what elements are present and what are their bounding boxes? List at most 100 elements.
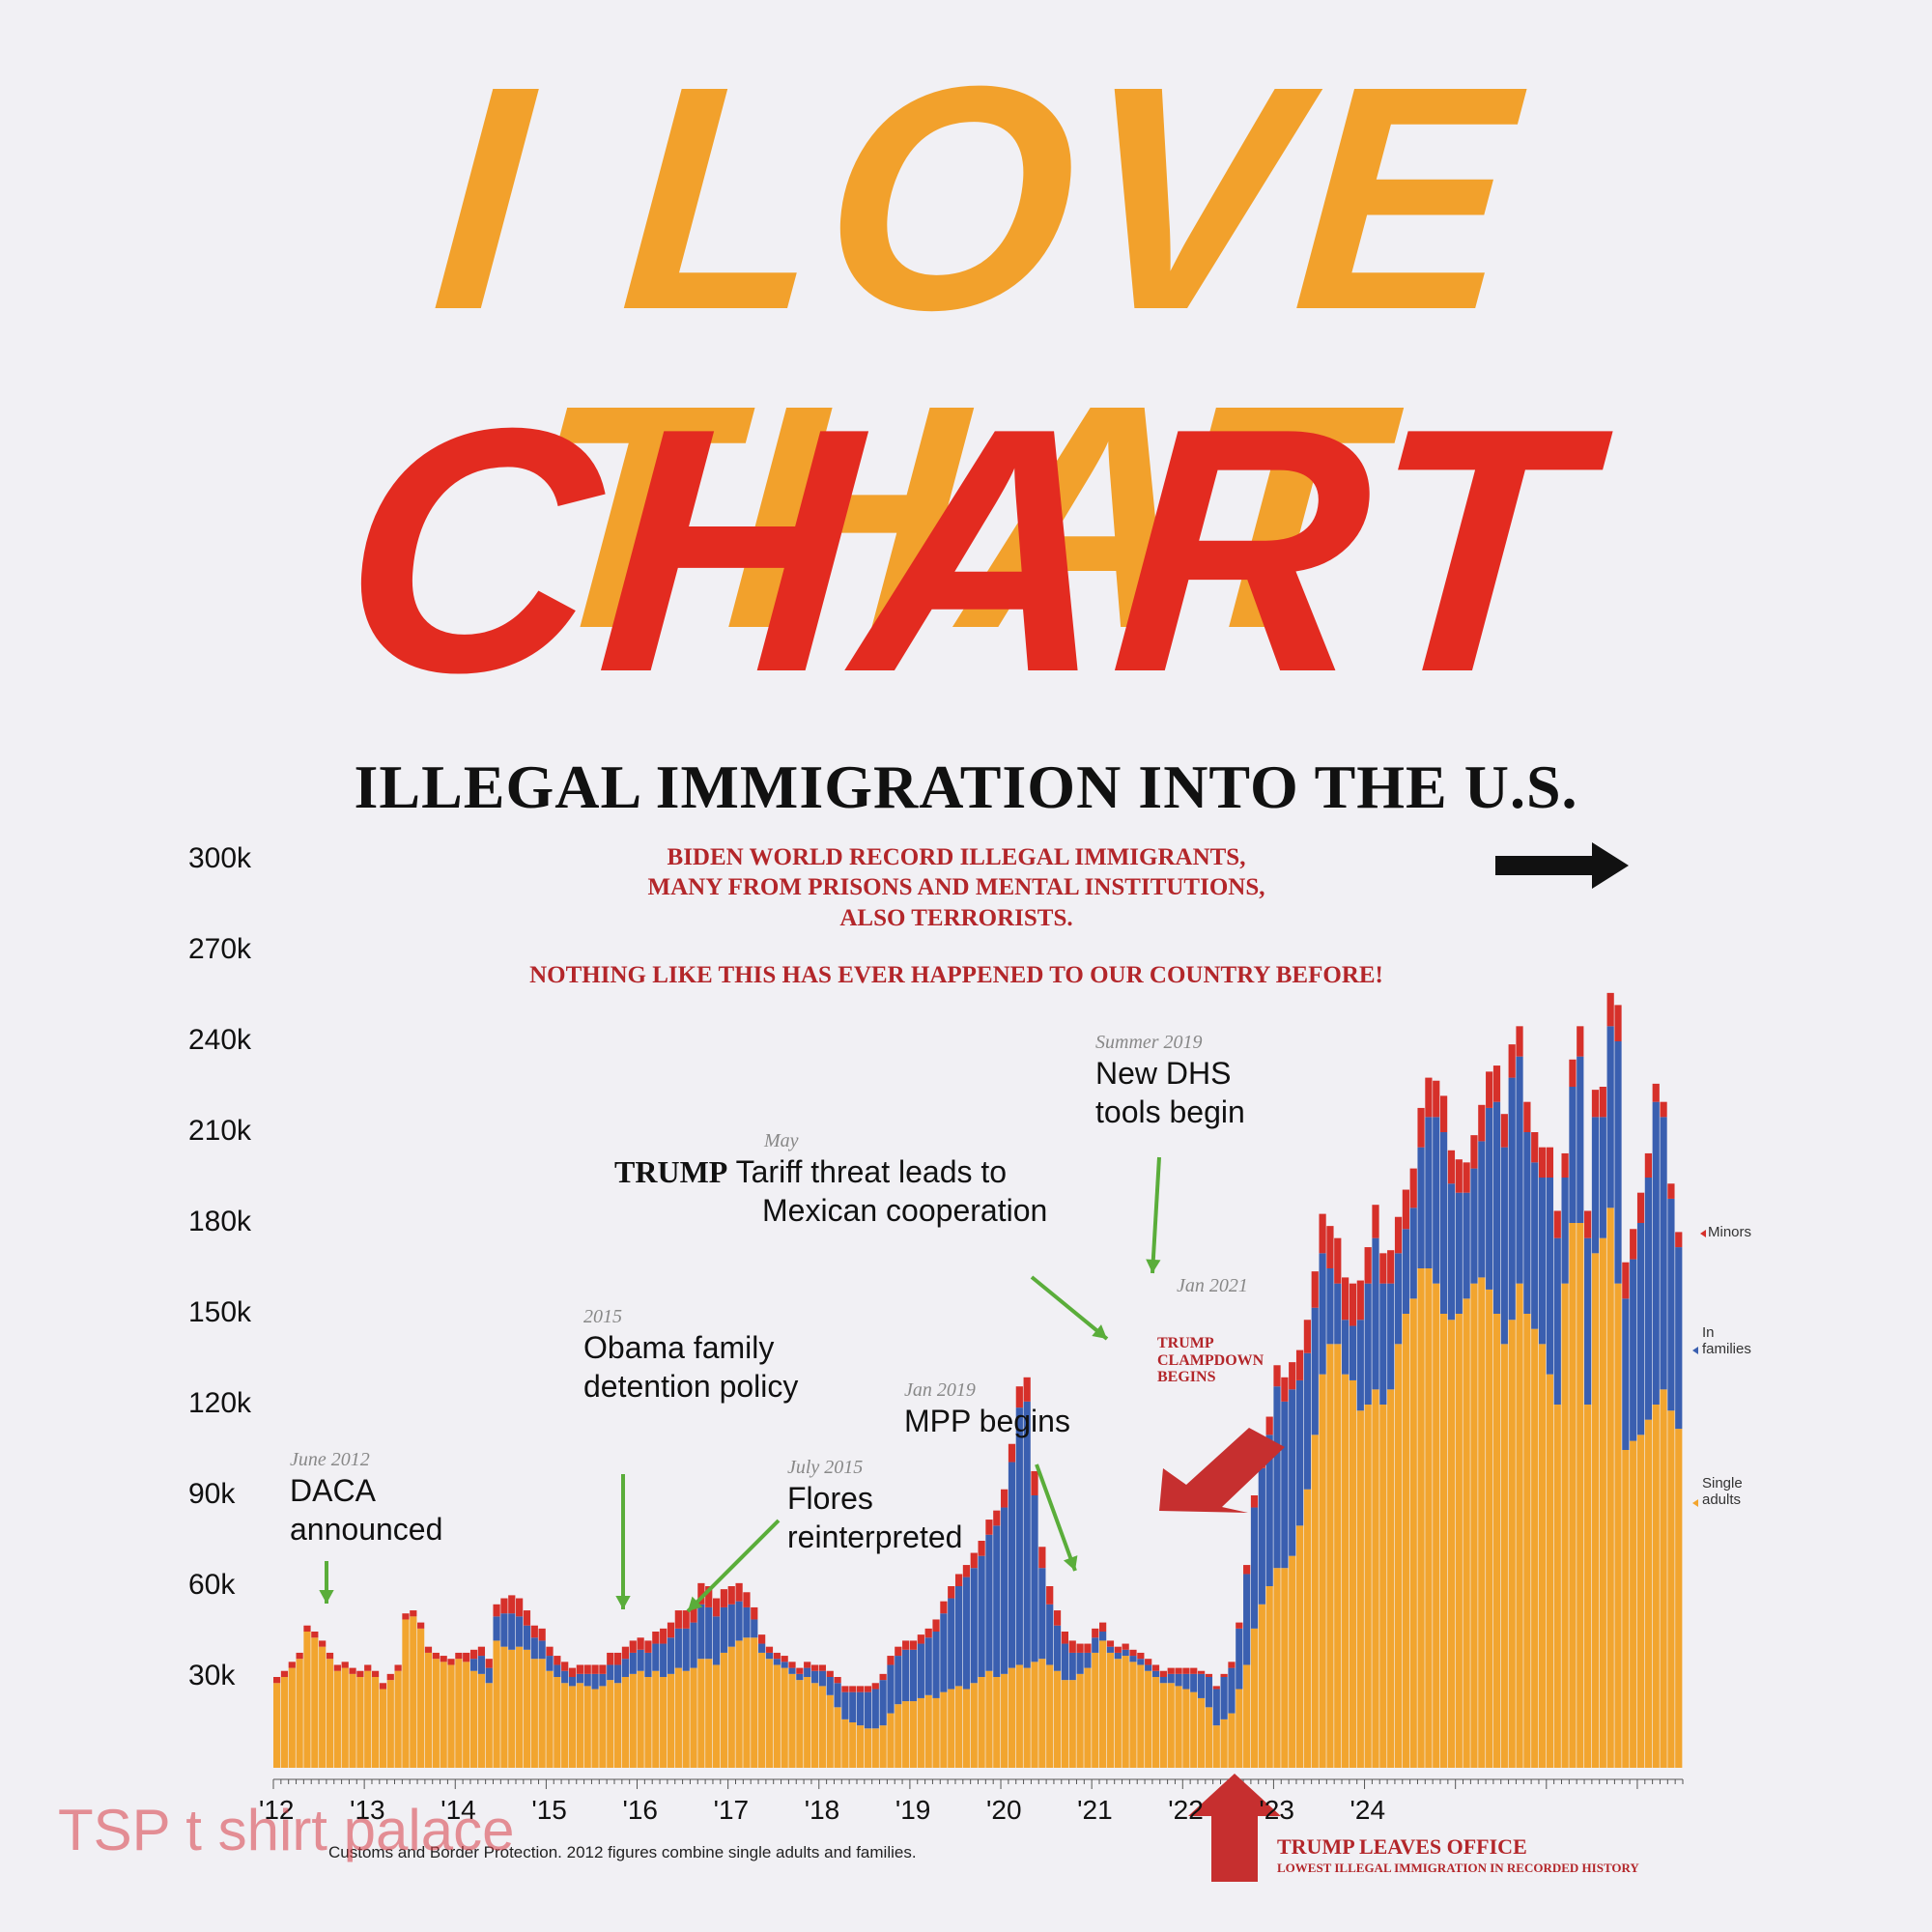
bar-single-adults <box>288 1667 296 1768</box>
bar-minors <box>751 1606 758 1620</box>
bar-families <box>1303 1352 1312 1490</box>
bar-families <box>1644 1178 1652 1420</box>
bar-minors <box>1463 1162 1470 1193</box>
bar-minors <box>1319 1213 1326 1254</box>
bar-single-adults <box>303 1632 311 1768</box>
bar-single-adults <box>1295 1525 1304 1768</box>
bar-single-adults <box>993 1677 1001 1768</box>
bar-families <box>1076 1652 1084 1674</box>
bar-minors <box>1015 1386 1023 1408</box>
bar-families <box>902 1649 910 1702</box>
bar-single-adults <box>1387 1389 1395 1768</box>
bar-families <box>1561 1178 1569 1284</box>
bar-minors <box>1084 1643 1092 1653</box>
bar-minors <box>993 1510 1001 1526</box>
bar-minors <box>697 1582 705 1605</box>
bar-minors <box>909 1640 918 1650</box>
bar-families <box>1334 1283 1342 1345</box>
bar-single-adults <box>493 1640 500 1768</box>
bar-single-adults <box>1584 1405 1592 1768</box>
bar-minors <box>1114 1646 1122 1653</box>
bar-single-adults <box>712 1664 721 1768</box>
bar-minors <box>621 1646 630 1660</box>
bar-minors <box>1220 1673 1228 1677</box>
bar-single-adults <box>697 1659 705 1768</box>
bar-families <box>1243 1574 1251 1665</box>
source-note: Customs and Border Protection. 2012 figu… <box>328 1843 917 1861</box>
bar-single-adults <box>1001 1673 1009 1768</box>
bar-minors <box>1145 1659 1152 1665</box>
flores-line-1: Flores <box>787 1481 873 1516</box>
bar-families <box>1614 1041 1622 1284</box>
bar-single-adults <box>735 1640 743 1768</box>
bar-minors <box>273 1677 281 1684</box>
bar-families <box>993 1525 1001 1677</box>
bar-families <box>1190 1673 1198 1692</box>
bar-minors <box>887 1656 895 1665</box>
bar-minors <box>508 1595 516 1614</box>
bar-families <box>1569 1087 1577 1223</box>
bar-minors <box>810 1664 819 1671</box>
bar-minors <box>576 1664 583 1674</box>
bar-minors <box>1546 1147 1554 1178</box>
bar-single-adults <box>523 1649 531 1768</box>
bar-single-adults <box>1311 1435 1319 1768</box>
bar-minors <box>1137 1652 1145 1660</box>
x-tick-label: '13 <box>350 1795 385 1825</box>
bar-families <box>773 1659 781 1665</box>
legend-marker <box>1700 1230 1706 1237</box>
bar-single-adults <box>948 1689 955 1768</box>
y-tick-label: 120k <box>188 1387 252 1419</box>
bar-minors <box>970 1552 978 1569</box>
bar-minors <box>394 1664 402 1671</box>
bar-minors <box>1023 1377 1031 1402</box>
bar-minors <box>364 1664 372 1671</box>
bar-minors <box>667 1622 675 1638</box>
bar-minors <box>523 1610 531 1626</box>
bar-families <box>1425 1117 1433 1268</box>
bar-families <box>1470 1168 1478 1284</box>
bar-minors <box>326 1652 334 1660</box>
bar-families <box>751 1619 758 1638</box>
bar-minors <box>1053 1610 1062 1626</box>
dhs-date: Summer 2019 <box>1095 1032 1203 1053</box>
bar-families <box>948 1598 955 1690</box>
lowest-note: LOWEST ILLEGAL IMMIGRATION IN RECORDED H… <box>1277 1861 1639 1875</box>
bar-minors <box>493 1604 500 1617</box>
bar-minors <box>674 1610 682 1629</box>
bar-single-adults <box>1273 1568 1281 1768</box>
bar-minors <box>1584 1210 1592 1238</box>
bar-families <box>1220 1677 1228 1719</box>
bar-families <box>1349 1325 1357 1380</box>
legend-singles-line-2: adults <box>1702 1491 1742 1508</box>
bar-single-adults <box>1250 1628 1259 1768</box>
bar-single-adults <box>1478 1277 1486 1768</box>
bar-minors <box>1439 1095 1448 1132</box>
bar-minors <box>1326 1226 1334 1268</box>
bar-minors <box>1122 1643 1129 1650</box>
bar-single-adults <box>970 1683 978 1768</box>
bar-single-adults <box>1402 1314 1409 1768</box>
bar-families <box>1394 1253 1403 1345</box>
bar-single-adults <box>1455 1314 1463 1768</box>
bar-families <box>1652 1101 1660 1405</box>
bar-minors <box>386 1673 394 1681</box>
biden-note: BIDEN WORLD RECORD ILLEGAL IMMIGRANTS, M… <box>367 842 1546 933</box>
x-tick-label: '23 <box>1259 1795 1294 1825</box>
bar-single-adults <box>1015 1664 1023 1768</box>
red-clampdown-arrow <box>1159 1428 1285 1513</box>
bar-single-adults <box>978 1677 985 1768</box>
bar-minors <box>288 1662 296 1668</box>
dhs-line-2: tools begin <box>1095 1094 1245 1129</box>
bar-families <box>895 1656 902 1705</box>
y-tick-label: 90k <box>188 1478 236 1510</box>
bar-families <box>1326 1268 1334 1345</box>
bar-minors <box>1417 1107 1425 1148</box>
bar-single-adults <box>485 1683 493 1768</box>
bar-families <box>1356 1320 1364 1411</box>
bar-single-adults <box>296 1659 303 1768</box>
bar-families <box>1061 1643 1069 1681</box>
bar-families <box>1660 1117 1667 1390</box>
bar-single-adults <box>1137 1664 1145 1768</box>
bar-families <box>924 1637 932 1695</box>
